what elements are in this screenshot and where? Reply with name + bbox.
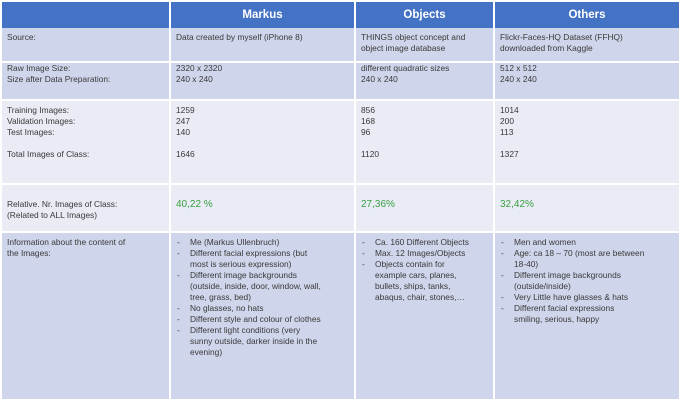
total-markus: 1646	[176, 149, 195, 159]
relative-share-row: Relative. Nr. Images of Class: (Related …	[2, 184, 679, 233]
content-info-others: Men and women Age: ca 18 – 70 (most are …	[494, 232, 679, 401]
header-markus: Markus	[170, 2, 356, 28]
content-info-markus: Me (Markus Ullenbruch) Different facial …	[170, 232, 356, 401]
image-size-label: Raw Image Size: Size after Data Preparat…	[2, 62, 171, 101]
content-info-label: Information about the content of the Ima…	[2, 232, 171, 401]
others-info-list: Men and women Age: ca 18 – 70 (most are …	[500, 237, 674, 325]
list-item: Me (Markus Ullenbruch)	[176, 237, 349, 248]
header-objects: Objects	[355, 2, 495, 28]
image-counts-row: Training Images: Validation Images: Test…	[2, 100, 679, 185]
source-others: Flickr-Faces-HQ Dataset (FFHQ) downloade…	[494, 28, 679, 63]
image-counts-label: Training Images: Validation Images: Test…	[2, 100, 171, 185]
dataset-comparison-table: Markus Objects Others Source: Data creat…	[2, 2, 679, 401]
image-size-row: Raw Image Size: Size after Data Preparat…	[2, 62, 679, 101]
list-item: Max. 12 Images/Objects	[361, 248, 488, 259]
header-empty	[2, 2, 171, 28]
objects-info-list: Ca. 160 Different Objects Max. 12 Images…	[361, 237, 488, 303]
relative-share-objects: 27,36%	[355, 184, 495, 233]
list-item: Ca. 160 Different Objects	[361, 237, 488, 248]
relative-share-label: Relative. Nr. Images of Class: (Related …	[2, 184, 171, 233]
image-counts-markus: 1259 247 140 1646	[170, 100, 356, 185]
list-item: Different image backgrounds(outside/insi…	[500, 270, 674, 292]
source-row: Source: Data created by myself (iPhone 8…	[2, 28, 679, 63]
image-size-others: 512 x 512 240 x 240	[494, 62, 679, 101]
list-item: No glasses, no hats	[176, 303, 349, 314]
relative-share-others: 32,42%	[494, 184, 679, 233]
content-info-objects: Ca. 160 Different Objects Max. 12 Images…	[355, 232, 495, 401]
list-item: Very Little have glasses & hats	[500, 292, 674, 303]
list-item: Different image backgrounds(outside, ins…	[176, 270, 349, 303]
source-objects: THINGS object concept and object image d…	[355, 28, 495, 63]
source-markus: Data created by myself (iPhone 8)	[170, 28, 356, 63]
header-others: Others	[494, 2, 679, 28]
total-others: 1327	[500, 149, 519, 159]
image-size-objects: different quadratic sizes 240 x 240	[355, 62, 495, 101]
relative-share-markus: 40,22 %	[170, 184, 356, 233]
list-item: Men and women	[500, 237, 674, 248]
source-label: Source:	[2, 28, 171, 63]
total-objects: 1120	[361, 149, 380, 159]
markus-info-list: Me (Markus Ullenbruch) Different facial …	[176, 237, 349, 358]
content-info-row: Information about the content of the Ima…	[2, 232, 679, 401]
header-row: Markus Objects Others	[2, 2, 679, 28]
list-item: Different style and colour of clothes	[176, 314, 349, 325]
image-counts-objects: 856 168 96 1120	[355, 100, 495, 185]
image-size-markus: 2320 x 2320 240 x 240	[170, 62, 356, 101]
image-counts-others: 1014 200 113 1327	[494, 100, 679, 185]
